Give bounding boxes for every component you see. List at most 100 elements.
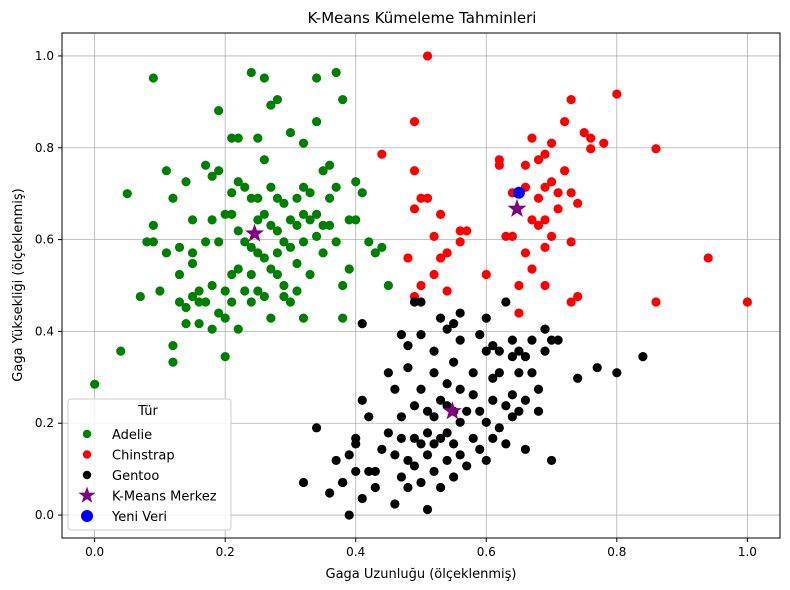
data-point xyxy=(279,280,289,291)
data-point xyxy=(331,237,341,247)
data-point xyxy=(253,286,263,296)
data-point xyxy=(383,280,393,291)
data-point xyxy=(501,231,511,241)
data-point xyxy=(527,264,537,274)
data-point xyxy=(305,269,315,280)
data-point xyxy=(540,280,550,291)
data-point xyxy=(540,149,550,159)
legend-label: K-Means Merkez xyxy=(112,490,217,505)
data-point xyxy=(285,128,296,138)
new-data-point xyxy=(512,186,525,199)
series-1 xyxy=(377,51,752,318)
data-point xyxy=(455,308,465,318)
data-point xyxy=(344,215,354,225)
y-tick-label: 0.2 xyxy=(35,416,54,430)
data-point xyxy=(174,297,185,307)
data-point xyxy=(422,450,433,460)
data-point xyxy=(435,253,446,263)
data-point xyxy=(435,482,446,493)
data-point xyxy=(227,269,237,280)
data-point xyxy=(338,280,348,291)
data-point xyxy=(422,51,433,61)
data-point xyxy=(253,193,263,203)
data-point xyxy=(703,253,713,263)
data-point xyxy=(311,73,322,83)
data-point xyxy=(201,297,211,307)
data-point xyxy=(475,406,485,416)
data-point xyxy=(279,291,289,302)
data-point xyxy=(455,237,465,247)
series-3 xyxy=(245,198,527,420)
data-point xyxy=(455,417,465,427)
data-point xyxy=(357,493,367,504)
data-point xyxy=(507,390,517,400)
data-point xyxy=(396,412,407,422)
data-point xyxy=(403,253,413,263)
data-point xyxy=(468,368,478,378)
data-point xyxy=(194,319,204,329)
data-point xyxy=(168,193,178,203)
data-point xyxy=(148,220,158,230)
data-point xyxy=(377,444,387,454)
data-point xyxy=(416,439,426,449)
data-point xyxy=(520,395,531,405)
data-point xyxy=(442,428,452,438)
data-point xyxy=(207,215,217,225)
data-point xyxy=(377,149,387,159)
data-point xyxy=(475,444,485,454)
data-point xyxy=(403,341,413,351)
data-point xyxy=(161,166,172,176)
data-point xyxy=(416,297,426,307)
data-point xyxy=(507,231,517,241)
data-point xyxy=(442,324,452,334)
data-point xyxy=(403,482,413,493)
data-point xyxy=(370,482,380,493)
legend-label: Yeni Veri xyxy=(111,510,167,525)
data-point xyxy=(573,291,583,302)
data-point xyxy=(540,242,550,252)
data-point xyxy=(422,428,433,438)
data-point xyxy=(266,100,276,110)
data-point xyxy=(331,67,341,78)
data-point xyxy=(560,166,570,176)
data-point xyxy=(194,286,204,296)
data-point xyxy=(246,67,256,78)
series-4 xyxy=(512,186,525,199)
y-tick-label: 0.4 xyxy=(35,324,54,338)
data-point xyxy=(246,297,256,307)
data-point xyxy=(311,117,322,127)
data-point xyxy=(422,406,433,416)
data-point xyxy=(586,144,596,154)
data-point xyxy=(272,94,282,105)
data-point xyxy=(435,209,446,219)
data-point xyxy=(246,193,256,203)
data-point xyxy=(442,455,452,466)
data-point xyxy=(520,248,531,258)
data-point xyxy=(292,193,302,203)
data-point xyxy=(416,193,426,203)
data-point xyxy=(201,237,211,247)
data-point xyxy=(579,128,589,138)
y-axis-label: Gaga Yüksekliği (ölçeklenmiş) xyxy=(11,188,26,381)
data-point xyxy=(344,450,354,460)
data-point xyxy=(253,248,263,258)
data-point xyxy=(116,346,126,356)
data-point xyxy=(351,466,361,477)
data-point xyxy=(292,286,302,296)
data-point xyxy=(305,188,315,198)
data-point xyxy=(403,455,413,466)
data-point xyxy=(220,352,230,362)
data-point xyxy=(285,297,296,307)
data-point xyxy=(390,499,400,509)
centroid-star-marker xyxy=(442,401,462,420)
data-point xyxy=(194,297,204,307)
data-point xyxy=(514,308,524,318)
y-tick-label: 0.8 xyxy=(35,141,54,155)
data-point xyxy=(383,428,393,438)
data-point xyxy=(481,313,491,323)
data-point xyxy=(514,406,524,416)
data-point xyxy=(638,352,648,362)
data-point xyxy=(390,384,400,394)
data-point xyxy=(396,472,407,482)
